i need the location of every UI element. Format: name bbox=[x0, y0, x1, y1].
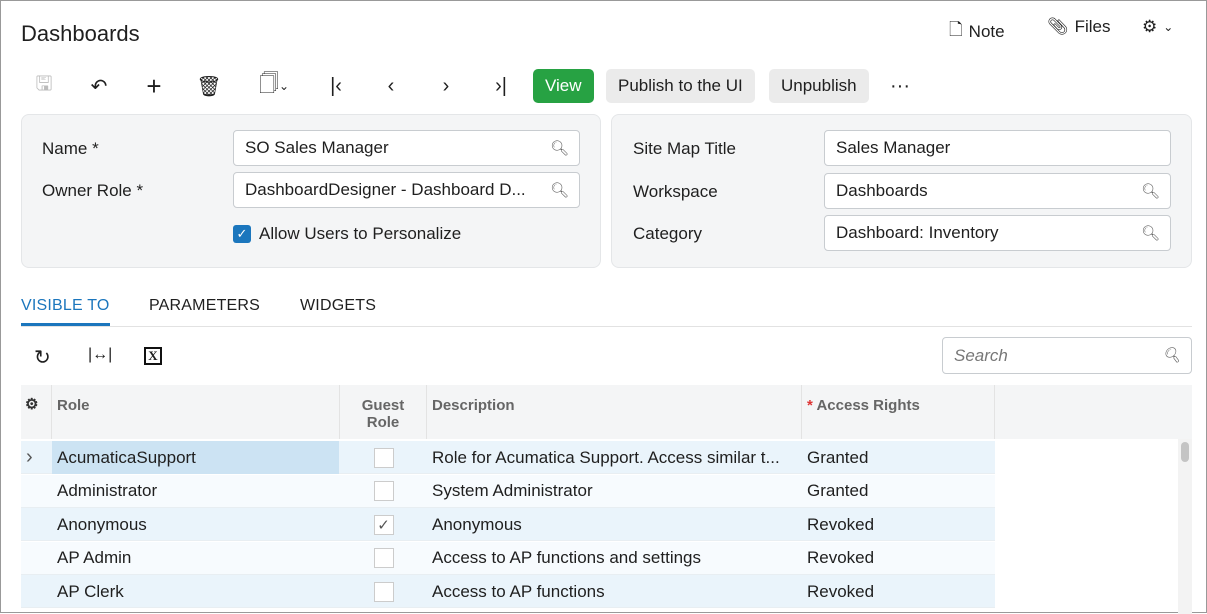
role-cell[interactable]: Anonymous bbox=[57, 514, 147, 534]
category-label: Category bbox=[633, 224, 702, 243]
undo-icon[interactable]: ↶ bbox=[90, 75, 108, 98]
column-header-access-rights[interactable]: * Access Rights bbox=[802, 385, 995, 439]
clipboard-menu-icon[interactable]: 🗍 ⌄ bbox=[258, 73, 290, 95]
description-cell[interactable]: Anonymous bbox=[432, 514, 522, 534]
access-rights-cell[interactable]: Revoked bbox=[807, 581, 875, 601]
access-rights-cell[interactable]: Revoked bbox=[807, 514, 875, 534]
search-icon[interactable]: 🔍︎ bbox=[549, 140, 569, 157]
workspace-field[interactable]: Dashboards 🔍︎ bbox=[824, 173, 1171, 209]
column-settings-icon[interactable]: ⚙ bbox=[21, 385, 52, 439]
site-map-title-label: Site Map Title bbox=[633, 139, 736, 158]
first-record-icon[interactable]: |‹ bbox=[330, 74, 342, 97]
table-row[interactable]: AP Clerk Access to AP functions Revoked bbox=[21, 575, 995, 608]
table-row[interactable]: AP Admin Access to AP functions and sett… bbox=[21, 541, 995, 575]
tab-parameters[interactable]: PARAMETERS bbox=[149, 297, 261, 314]
role-cell[interactable]: AcumaticaSupport bbox=[52, 441, 339, 474]
guest-role-checkbox[interactable] bbox=[340, 575, 427, 608]
description-cell[interactable]: System Administrator bbox=[432, 481, 593, 500]
chevron-down-icon: ⌄ bbox=[1163, 20, 1174, 34]
category-field[interactable]: Dashboard: Inventory 🔍︎ bbox=[824, 215, 1171, 251]
search-icon[interactable]: 🔍︎ bbox=[1140, 225, 1160, 242]
last-record-icon[interactable]: ›| bbox=[495, 74, 507, 97]
chevron-right-icon[interactable]: › bbox=[26, 446, 33, 468]
guest-role-checkbox[interactable]: ✓ bbox=[340, 508, 427, 541]
access-rights-cell[interactable]: Revoked bbox=[807, 548, 875, 567]
note-icon: 🗋 bbox=[949, 20, 963, 39]
checkbox-icon bbox=[373, 548, 394, 568]
active-tab-indicator bbox=[21, 323, 110, 326]
access-rights-cell[interactable]: Granted bbox=[807, 447, 869, 467]
table-row[interactable]: Anonymous ✓ Anonymous Revoked bbox=[21, 508, 995, 541]
page-title: Dashboards bbox=[21, 21, 140, 46]
publish-button[interactable]: Publish to the UI bbox=[606, 69, 755, 103]
checkbox-icon bbox=[373, 581, 394, 602]
files-button[interactable]: 📎︎ Files bbox=[1047, 17, 1111, 36]
checkbox-icon bbox=[373, 481, 394, 501]
note-button[interactable]: 🗋 Note bbox=[949, 17, 1005, 46]
checkbox-icon bbox=[373, 447, 394, 468]
checkbox-checked-icon: ✓ bbox=[373, 514, 394, 535]
unpublish-button[interactable]: Unpublish bbox=[769, 69, 869, 103]
header-filler bbox=[995, 385, 1192, 439]
previous-record-icon[interactable]: ‹ bbox=[387, 74, 395, 97]
table-row[interactable]: Administrator System Administrator Grant… bbox=[21, 474, 995, 508]
guest-role-checkbox[interactable] bbox=[340, 475, 427, 508]
delete-icon[interactable]: 🗑 bbox=[196, 75, 222, 98]
site-map-title-field[interactable]: Sales Manager bbox=[824, 130, 1171, 166]
search-icon[interactable]: 🔍︎ bbox=[549, 182, 569, 199]
view-button[interactable]: View bbox=[533, 69, 594, 103]
fit-columns-icon[interactable]: |↔| bbox=[88, 346, 113, 363]
column-header-description[interactable]: Description bbox=[427, 385, 802, 439]
scrollbar-thumb[interactable] bbox=[1181, 442, 1189, 462]
tab-visible-to[interactable]: VISIBLE TO bbox=[21, 297, 110, 314]
tab-divider bbox=[21, 326, 1192, 327]
role-cell[interactable]: AP Admin bbox=[57, 548, 132, 567]
row-selector[interactable] bbox=[21, 475, 52, 508]
allow-personalize-checkbox[interactable]: ✓ Allow Users to Personalize bbox=[233, 224, 461, 244]
guest-role-checkbox[interactable] bbox=[340, 542, 427, 575]
tab-widgets[interactable]: WIDGETS bbox=[300, 297, 377, 314]
description-cell[interactable]: Access to AP functions and settings bbox=[432, 548, 702, 567]
owner-role-label: Owner Role * bbox=[42, 181, 144, 200]
row-selector[interactable] bbox=[21, 508, 52, 541]
access-rights-cell[interactable]: Granted bbox=[807, 481, 869, 500]
gear-icon: ⚙ bbox=[1142, 17, 1158, 36]
scrollbar[interactable] bbox=[1178, 439, 1192, 614]
paperclip-icon: 📎︎ bbox=[1047, 17, 1069, 36]
search-icon[interactable]: 🔍︎ bbox=[1140, 183, 1160, 200]
guest-role-checkbox[interactable] bbox=[340, 441, 427, 474]
description-cell[interactable]: Role for Acumatica Support. Access simil… bbox=[432, 447, 780, 467]
grid-search-input[interactable]: Search 🔍︎ bbox=[942, 337, 1192, 374]
export-excel-icon[interactable]: X bbox=[144, 347, 162, 365]
save-icon[interactable]: 🖫 bbox=[35, 73, 53, 95]
workspace-label: Workspace bbox=[633, 182, 718, 201]
settings-menu-button[interactable]: ⚙ ⌄ bbox=[1142, 17, 1173, 37]
refresh-icon[interactable]: ↻ bbox=[34, 347, 51, 369]
table-row[interactable]: › AcumaticaSupport Role for Acumatica Su… bbox=[21, 441, 995, 474]
owner-role-field[interactable]: DashboardDesigner - Dashboard D... 🔍︎ bbox=[233, 172, 580, 208]
next-record-icon[interactable]: › bbox=[442, 74, 450, 97]
name-label: Name * bbox=[42, 139, 99, 158]
row-selector[interactable] bbox=[21, 575, 52, 608]
column-header-guest-role[interactable]: Guest Role bbox=[340, 385, 427, 439]
description-cell[interactable]: Access to AP functions bbox=[432, 581, 605, 601]
row-selector[interactable] bbox=[21, 542, 52, 575]
name-field[interactable]: SO Sales Manager 🔍︎ bbox=[233, 130, 580, 166]
search-icon[interactable]: 🔍︎ bbox=[1161, 347, 1181, 364]
add-icon[interactable]: + bbox=[146, 70, 162, 101]
column-header-role[interactable]: Role bbox=[52, 385, 340, 439]
role-cell[interactable]: Administrator bbox=[57, 481, 158, 500]
more-button[interactable]: ··· bbox=[890, 74, 910, 97]
role-cell[interactable]: AP Clerk bbox=[57, 581, 124, 601]
checkbox-checked-icon: ✓ bbox=[233, 225, 251, 243]
